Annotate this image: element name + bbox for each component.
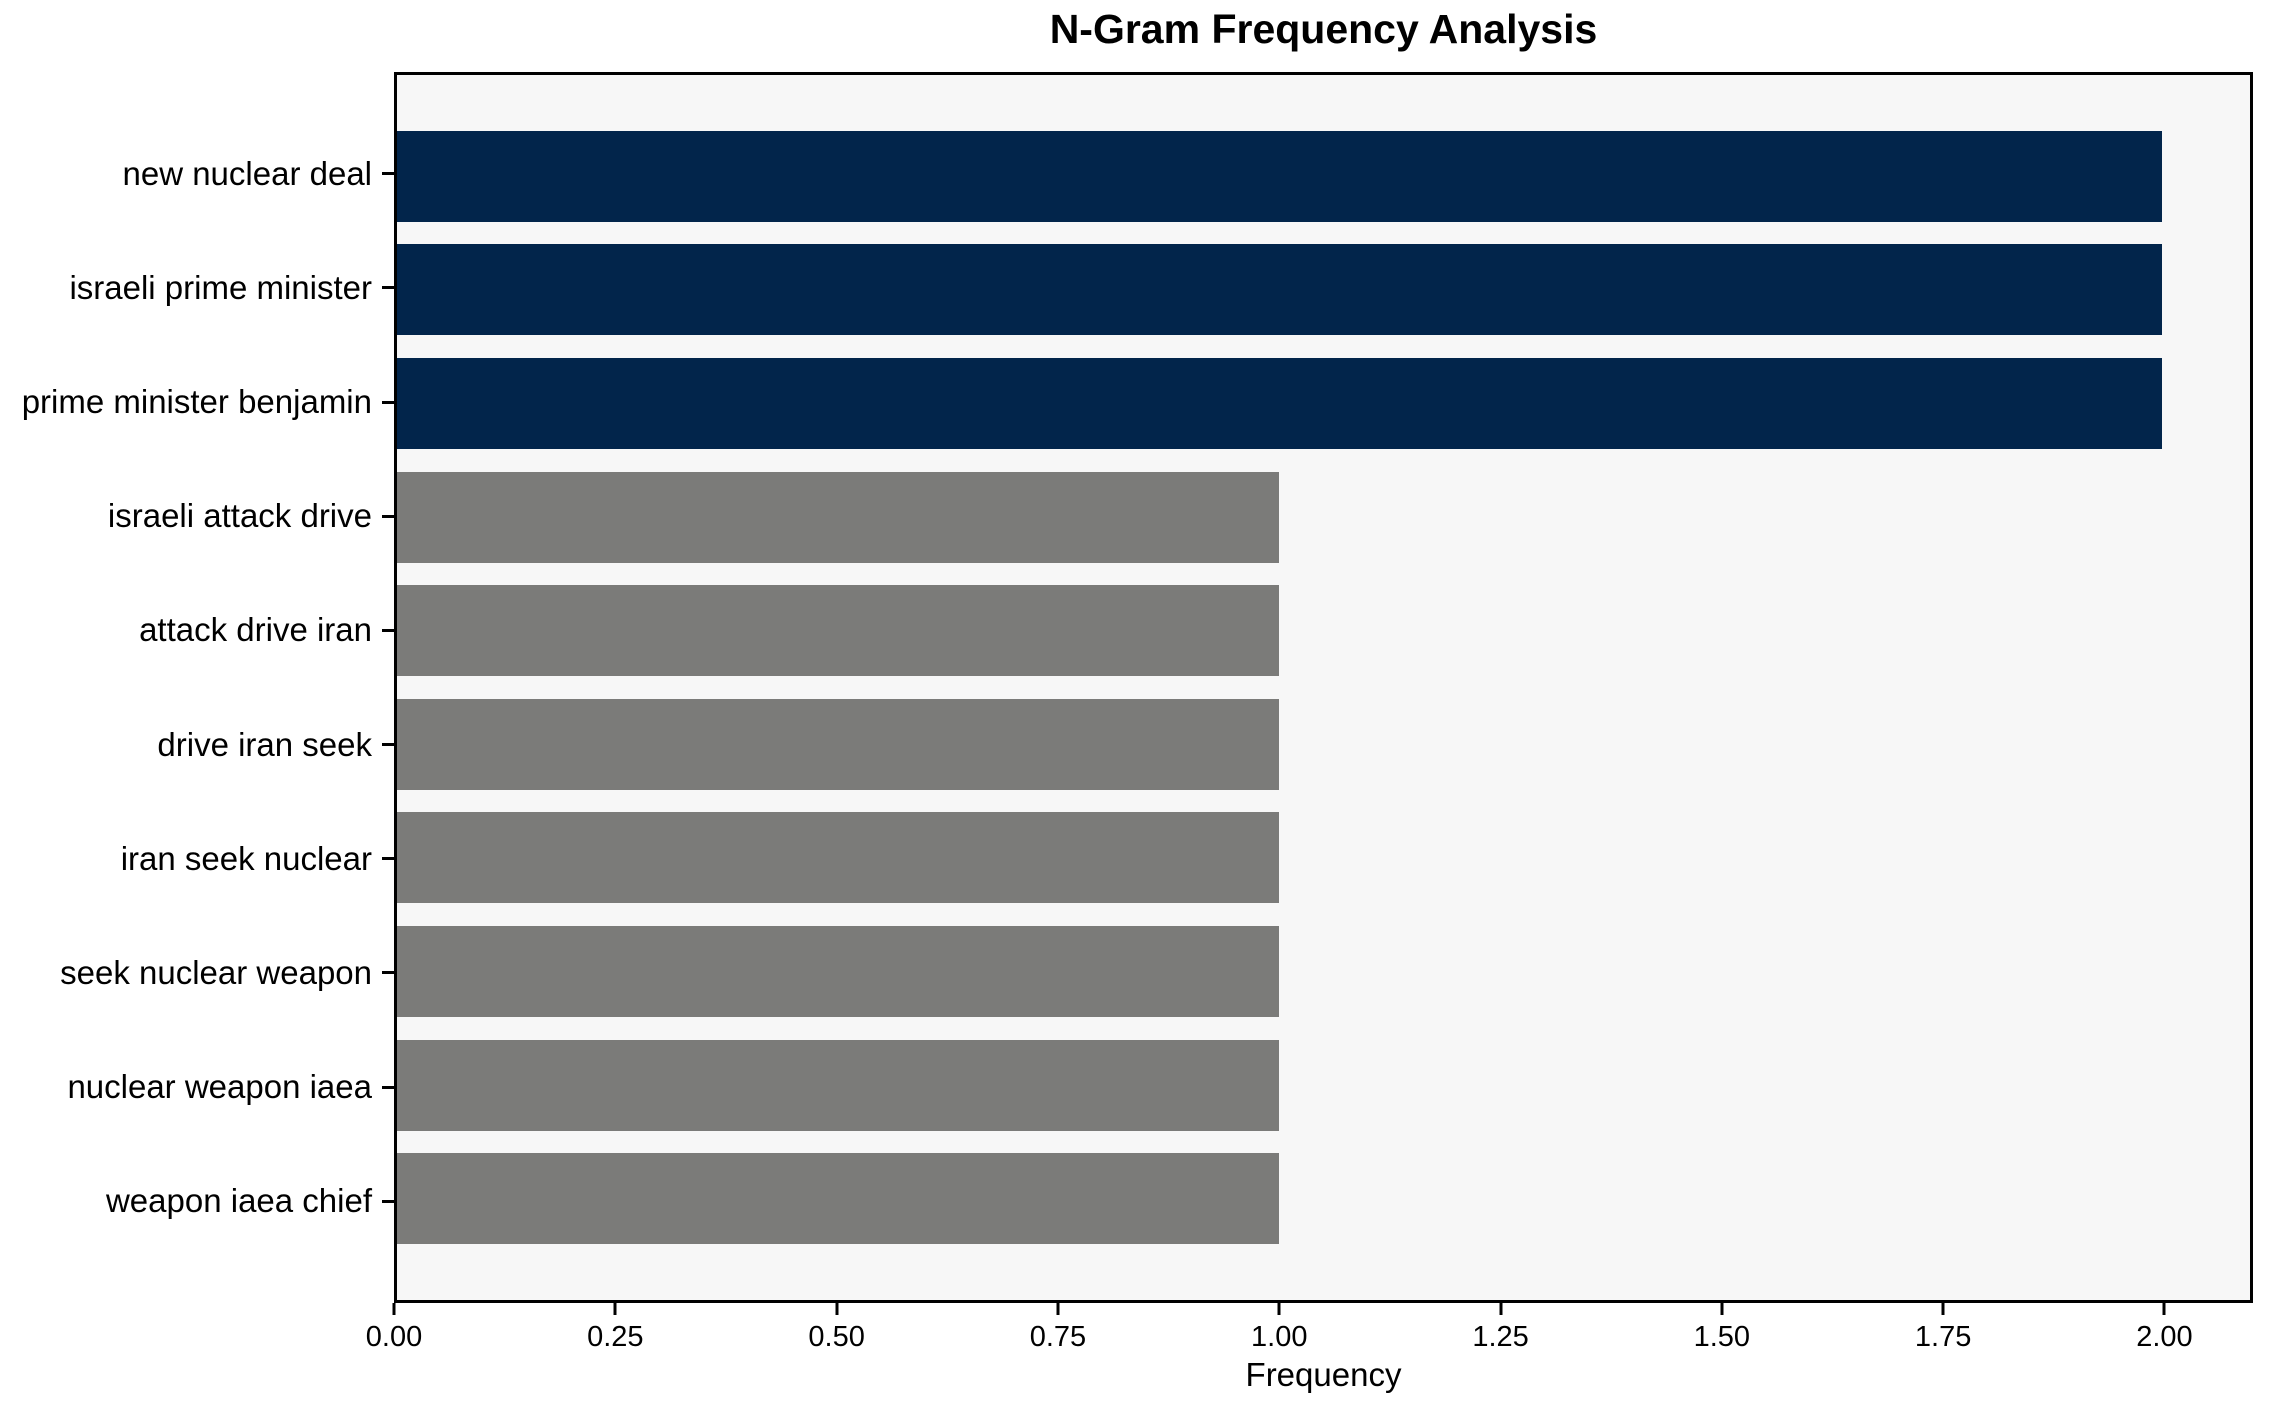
y-tick-mark bbox=[382, 286, 394, 290]
bar-new-nuclear-deal bbox=[397, 130, 2162, 222]
x-tick-label: 1.75 bbox=[1914, 1321, 1972, 1353]
y-tick-mark bbox=[382, 1199, 394, 1203]
y-tick-mark bbox=[382, 1085, 394, 1089]
x-tick-label: 0.25 bbox=[587, 1321, 644, 1353]
bar-drive-iran-seek bbox=[397, 698, 1280, 790]
y-tick-label: nuclear weapon iaea bbox=[67, 1068, 372, 1106]
bar-israeli-attack-drive bbox=[397, 471, 1280, 563]
x-tick-label: 0.50 bbox=[808, 1321, 865, 1353]
bar-iran-seek-nuclear bbox=[397, 812, 1280, 904]
y-tick-mark bbox=[382, 857, 394, 861]
x-tick-label: 1.25 bbox=[1472, 1321, 1529, 1353]
y-tick-label: attack drive iran bbox=[139, 611, 372, 649]
x-tick-label: 0.00 bbox=[365, 1321, 423, 1353]
chart-title: N-Gram Frequency Analysis bbox=[1049, 6, 1598, 52]
x-tick-mark bbox=[1499, 1303, 1503, 1315]
bar-seek-nuclear-weapon bbox=[397, 926, 1280, 1018]
plot-area bbox=[394, 72, 2253, 1303]
x-tick-mark bbox=[835, 1303, 839, 1315]
y-tick-mark bbox=[382, 628, 394, 632]
y-tick-mark bbox=[382, 971, 394, 975]
x-tick-label: 0.75 bbox=[1029, 1321, 1087, 1353]
y-axis: new nuclear deal israeli prime minister pr… bbox=[0, 72, 394, 1303]
bar-israeli-prime-minister bbox=[397, 244, 2162, 336]
y-tick-label: weapon iaea chief bbox=[105, 1182, 372, 1220]
y-tick-label: seek nuclear weapon bbox=[60, 953, 372, 991]
x-axis: 0.00 0.25 0.50 0.75 1.00 1.25 1.50 1.75 2.00 bbox=[366, 1303, 2253, 1383]
y-tick-label: drive iran seek bbox=[157, 725, 372, 763]
x-tick-mark bbox=[1720, 1303, 1724, 1315]
y-tick-mark bbox=[382, 400, 394, 404]
y-tick-label: prime minister benjamin bbox=[21, 383, 372, 421]
x-tick-label: 2.00 bbox=[2136, 1321, 2193, 1353]
y-tick-mark bbox=[382, 172, 394, 176]
x-tick-mark bbox=[2162, 1303, 2166, 1315]
y-tick-label: new nuclear deal bbox=[122, 154, 373, 192]
x-axis-label: Frequency bbox=[1245, 1356, 1402, 1393]
x-tick-mark bbox=[392, 1303, 396, 1315]
y-tick-label: israeli attack drive bbox=[107, 497, 372, 535]
bar-prime-minister-benjamin bbox=[397, 357, 2162, 449]
y-tick-mark bbox=[382, 514, 394, 518]
bar-attack-drive-iran bbox=[397, 585, 1280, 677]
x-tick-label: 1.50 bbox=[1693, 1321, 1751, 1353]
bar-nuclear-weapon-iaea bbox=[397, 1039, 1280, 1131]
x-tick-label: 1.00 bbox=[1251, 1321, 1308, 1353]
y-tick-label: israeli prime minister bbox=[69, 268, 372, 306]
x-tick-mark bbox=[613, 1303, 617, 1315]
x-tick-mark bbox=[1941, 1303, 1945, 1315]
y-tick-mark bbox=[382, 743, 394, 747]
x-tick-mark bbox=[1056, 1303, 1060, 1315]
x-tick-mark bbox=[1277, 1303, 1281, 1315]
y-tick-label: iran seek nuclear bbox=[120, 839, 372, 877]
bar-weapon-iaea-chief bbox=[397, 1153, 1280, 1245]
